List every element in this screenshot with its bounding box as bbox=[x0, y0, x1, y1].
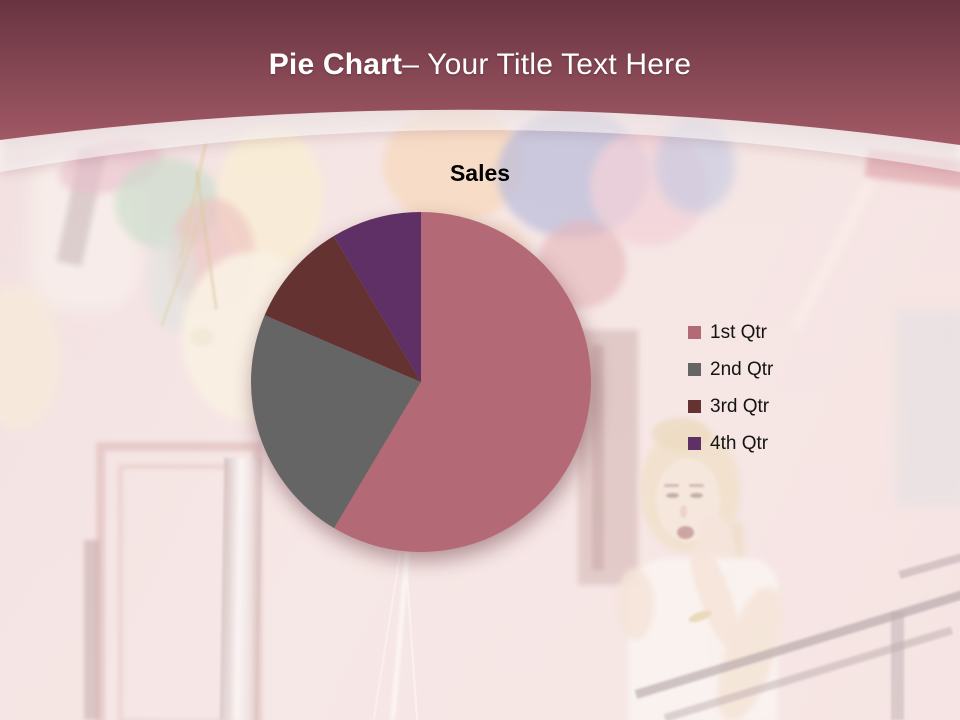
pie-slice-2nd-qtr[interactable] bbox=[250, 315, 421, 529]
slide-title[interactable]: Pie Chart– Your Title Text Here bbox=[0, 46, 960, 84]
woman-face-shape bbox=[664, 484, 679, 487]
door-shadow-shape bbox=[84, 540, 99, 720]
slide-title-bold: Pie Chart bbox=[268, 48, 403, 81]
woman-face-shape bbox=[690, 493, 703, 498]
legend-label: 3rd Qtr bbox=[710, 395, 770, 417]
woman-face-shape bbox=[666, 493, 679, 498]
legend-swatch bbox=[688, 400, 701, 413]
pie-slice-3rd-qtr[interactable] bbox=[264, 236, 421, 382]
header-band bbox=[0, 0, 960, 172]
pie-chart[interactable] bbox=[221, 182, 621, 582]
legend-item[interactable]: 2nd Qtr bbox=[688, 351, 773, 388]
header-maroon-arc bbox=[0, 0, 960, 145]
window-shape bbox=[896, 310, 960, 505]
legend-swatch bbox=[688, 437, 701, 450]
railing-post-shape bbox=[891, 612, 904, 720]
woman-face-shape bbox=[677, 526, 694, 539]
legend-swatch bbox=[688, 326, 701, 339]
pie-slice-4th-qtr[interactable] bbox=[333, 212, 421, 382]
legend-label: 2nd Qtr bbox=[710, 358, 774, 380]
woman-shoulder-shape bbox=[616, 568, 654, 640]
legend-item[interactable]: 3rd Qtr bbox=[688, 388, 773, 425]
legend-item[interactable]: 1st Qtr bbox=[688, 314, 773, 351]
woman-face-shape bbox=[689, 484, 704, 487]
pie-slice-1st-qtr[interactable] bbox=[334, 212, 591, 552]
legend-label: 1st Qtr bbox=[710, 321, 768, 343]
pie-slices bbox=[250, 212, 591, 552]
window-shape bbox=[592, 345, 604, 570]
woman-face-shape bbox=[680, 505, 687, 518]
balloon-knot-shape bbox=[190, 328, 214, 346]
legend-item[interactable]: 4th Qtr bbox=[688, 425, 773, 462]
slide-title-rest: – Your Title Text Here bbox=[402, 48, 692, 81]
chart-legend: 1st Qtr 2nd Qtr 3rd Qtr 4th Qtr bbox=[688, 314, 773, 462]
legend-label: 4th Qtr bbox=[710, 432, 769, 454]
legend-swatch bbox=[688, 363, 701, 376]
chart-title[interactable]: Sales bbox=[449, 160, 511, 186]
